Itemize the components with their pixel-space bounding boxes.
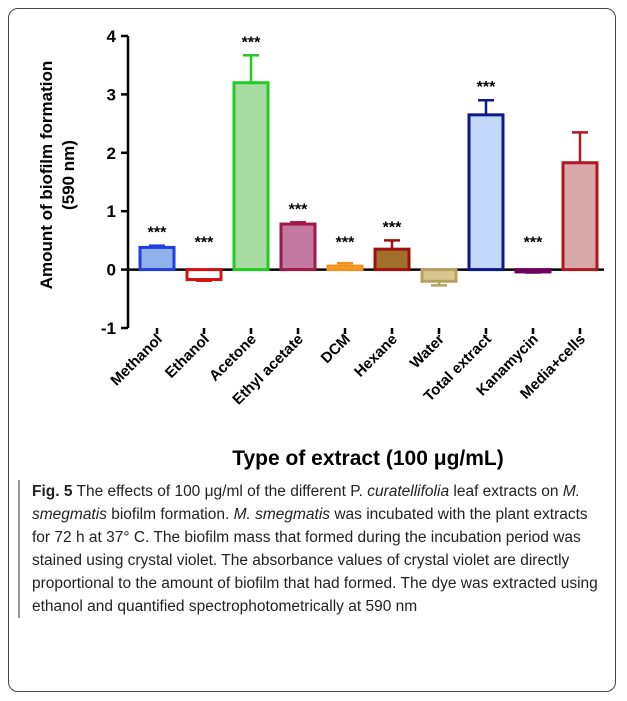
y-axis-label: Amount of biofilm formation bbox=[37, 61, 56, 290]
x-axis-label: Type of extract (100 μg/mL) bbox=[232, 447, 504, 470]
significance-label: *** bbox=[242, 34, 261, 51]
bar bbox=[561, 161, 599, 272]
bar bbox=[326, 264, 364, 272]
x-tick-label: DCM bbox=[318, 331, 354, 367]
caption-label: Fig. 5 bbox=[32, 483, 73, 500]
caption: Fig. 5 The effects of 100 μg/ml of the d… bbox=[18, 480, 606, 618]
y-axis-label: (590 nm) bbox=[59, 140, 78, 210]
bar bbox=[185, 268, 223, 282]
caption-text: M. smegmatis bbox=[233, 506, 331, 523]
bar bbox=[279, 222, 317, 272]
bar bbox=[467, 113, 505, 272]
x-tick-label: Methanol bbox=[107, 331, 166, 390]
y-tick-label: 3 bbox=[107, 85, 116, 104]
caption-text: curatellifolia bbox=[367, 483, 450, 500]
chart: Amount of biofilm formation (590 nm) Typ… bbox=[37, 27, 604, 470]
significance-label: *** bbox=[524, 235, 543, 252]
bar bbox=[232, 81, 270, 272]
y-tick-label: 1 bbox=[107, 202, 116, 221]
significance-label: *** bbox=[383, 219, 402, 236]
caption-text: was incubated with the plant extracts fo… bbox=[32, 506, 598, 615]
significance-label: *** bbox=[148, 225, 167, 242]
figure-frame bbox=[8, 8, 616, 692]
y-tick-label: 0 bbox=[107, 261, 116, 280]
y-tick-label: -1 bbox=[101, 319, 116, 338]
bar bbox=[420, 268, 458, 283]
y-tick-label: 4 bbox=[107, 27, 117, 46]
caption-text: leaf extracts on bbox=[449, 483, 563, 500]
caption-text: The effects of 100 μg/ml of the differen… bbox=[72, 483, 368, 500]
x-tick-label: Ethanol bbox=[162, 331, 213, 382]
caption-text: M. smegmatis bbox=[32, 483, 581, 523]
significance-label: *** bbox=[195, 235, 214, 252]
significance-label: *** bbox=[336, 235, 355, 252]
caption-text: biofilm formation. bbox=[106, 506, 234, 523]
y-tick-label: 2 bbox=[107, 144, 116, 163]
significance-label: *** bbox=[477, 79, 496, 96]
x-tick-label: Water bbox=[407, 331, 448, 372]
bar bbox=[138, 245, 176, 272]
x-tick-label: Hexane bbox=[351, 331, 401, 381]
bar bbox=[514, 268, 552, 274]
bar bbox=[373, 247, 411, 272]
significance-label: *** bbox=[289, 201, 308, 218]
